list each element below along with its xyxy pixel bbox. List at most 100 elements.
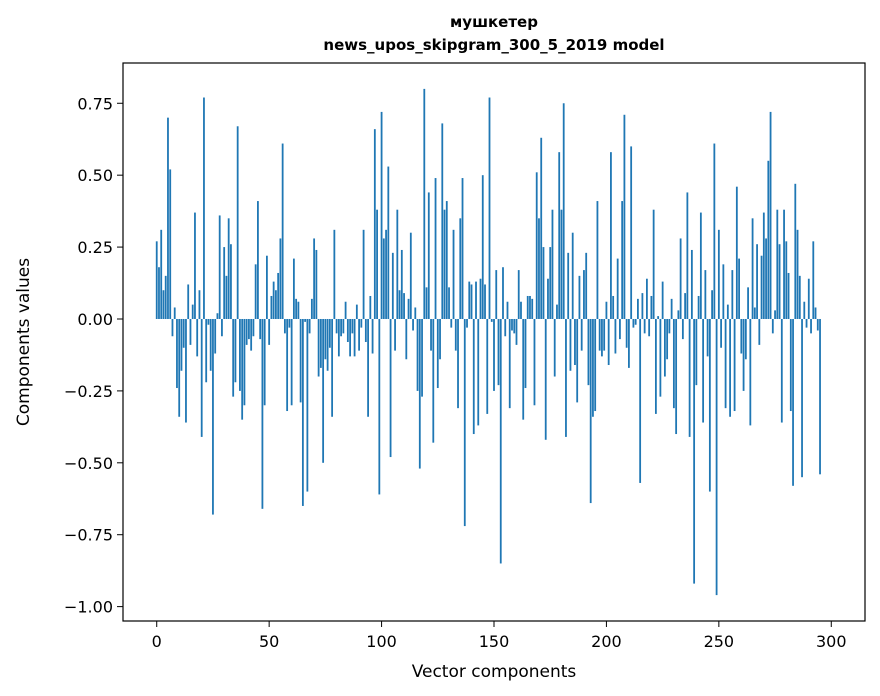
- y-tick-label: 0.25: [77, 238, 113, 257]
- bar-component-76: [326, 318, 329, 371]
- bar-component-233: [679, 238, 682, 319]
- bar-component-133: [454, 318, 457, 351]
- bar-component-130: [448, 287, 450, 319]
- bar-component-87: [351, 318, 354, 334]
- bar-component-60: [290, 318, 293, 406]
- bar-component-144: [479, 278, 482, 319]
- bar-component-228: [668, 318, 671, 334]
- bar-component-160: [515, 318, 518, 345]
- bar-component-80: [335, 318, 338, 334]
- bar-component-159: [513, 318, 516, 334]
- bar-component-168: [533, 318, 536, 406]
- bar-component-235: [684, 293, 687, 319]
- bar-component-136: [461, 178, 464, 319]
- bar-component-273: [769, 111, 772, 319]
- bar-component-24: [209, 318, 212, 371]
- bar-component-219: [648, 318, 651, 337]
- bar-component-237: [688, 318, 691, 437]
- bar-component-181: [562, 103, 565, 319]
- bar-component-41: [248, 318, 250, 340]
- bar-component-99: [378, 318, 381, 495]
- bar-component-178: [556, 304, 558, 319]
- bar-component-27: [216, 313, 219, 319]
- bar-component-120: [425, 287, 428, 319]
- bar-component-232: [677, 310, 680, 319]
- bar-component-1: [158, 267, 160, 319]
- bar-component-171: [540, 137, 543, 319]
- x-tick-label: 50: [259, 632, 279, 651]
- bar-component-17: [194, 212, 196, 319]
- bar-component-67: [306, 318, 309, 492]
- bar-component-243: [702, 318, 705, 423]
- bar-component-149: [490, 318, 493, 322]
- bar-component-230: [672, 318, 675, 409]
- bar-component-125: [436, 318, 439, 389]
- bar-component-98: [376, 209, 378, 319]
- bar-component-201: [607, 318, 610, 366]
- bar-component-193: [589, 318, 592, 504]
- bar-component-122: [430, 318, 432, 351]
- bar-component-238: [690, 249, 693, 319]
- bar-component-194: [592, 318, 594, 417]
- bar-component-270: [762, 212, 765, 319]
- chart-title: мушкетер: [450, 13, 538, 31]
- bar-component-239: [693, 318, 696, 584]
- bar-component-83: [342, 318, 345, 334]
- bar-component-22: [205, 318, 208, 383]
- bar-component-47: [261, 318, 264, 509]
- bar-component-121: [427, 192, 430, 319]
- bar-component-155: [504, 318, 507, 337]
- bar-component-142: [475, 281, 477, 319]
- bar-component-128: [443, 209, 446, 319]
- bar-component-20: [200, 318, 203, 437]
- bar-component-195: [594, 318, 597, 412]
- bar-component-153: [499, 318, 502, 564]
- bar-component-141: [472, 318, 475, 435]
- bar-component-108: [398, 290, 401, 319]
- bar-component-254: [726, 304, 729, 319]
- bar-component-293: [814, 307, 817, 319]
- bar-component-40: [245, 318, 248, 345]
- bar-component-18: [196, 318, 199, 357]
- bar-component-267: [756, 244, 758, 319]
- bar-component-288: [803, 301, 806, 319]
- bar-component-250: [717, 229, 720, 319]
- bar-component-58: [286, 318, 289, 412]
- bar-component-50: [268, 318, 271, 345]
- bar-component-95: [369, 295, 372, 319]
- bar-component-167: [531, 298, 534, 319]
- bar-component-82: [340, 318, 342, 337]
- bar-component-54: [277, 272, 280, 319]
- bar-component-272: [767, 160, 770, 319]
- bar-component-26: [214, 318, 217, 354]
- bar-component-97: [373, 129, 376, 319]
- bar-component-259: [738, 258, 740, 319]
- bar-component-225: [661, 281, 664, 319]
- bar-component-12: [182, 318, 185, 348]
- bar-component-135: [459, 218, 462, 319]
- x-tick-label: 200: [591, 632, 622, 651]
- bar-component-38: [241, 318, 244, 420]
- bar-component-268: [758, 318, 761, 345]
- bar-component-196: [596, 201, 599, 319]
- bar-component-246: [708, 318, 711, 492]
- bar-component-107: [396, 209, 399, 319]
- bar-component-216: [641, 293, 644, 319]
- y-axis-label: Components values: [14, 258, 34, 426]
- bar-component-78: [331, 318, 334, 417]
- bar-component-174: [547, 278, 549, 319]
- bar-component-7: [171, 318, 174, 337]
- bar-component-70: [313, 238, 316, 319]
- bar-component-253: [724, 318, 727, 409]
- bar-component-211: [630, 146, 633, 319]
- bar-component-89: [355, 304, 358, 319]
- bar-component-184: [569, 318, 572, 371]
- bar-component-68: [308, 318, 311, 334]
- y-tick-label: 0.75: [77, 94, 113, 113]
- bar-component-290: [807, 278, 810, 319]
- bar-component-147: [486, 318, 489, 414]
- bar-component-36: [236, 126, 239, 319]
- bar-component-276: [776, 209, 779, 319]
- bar-component-64: [299, 318, 302, 403]
